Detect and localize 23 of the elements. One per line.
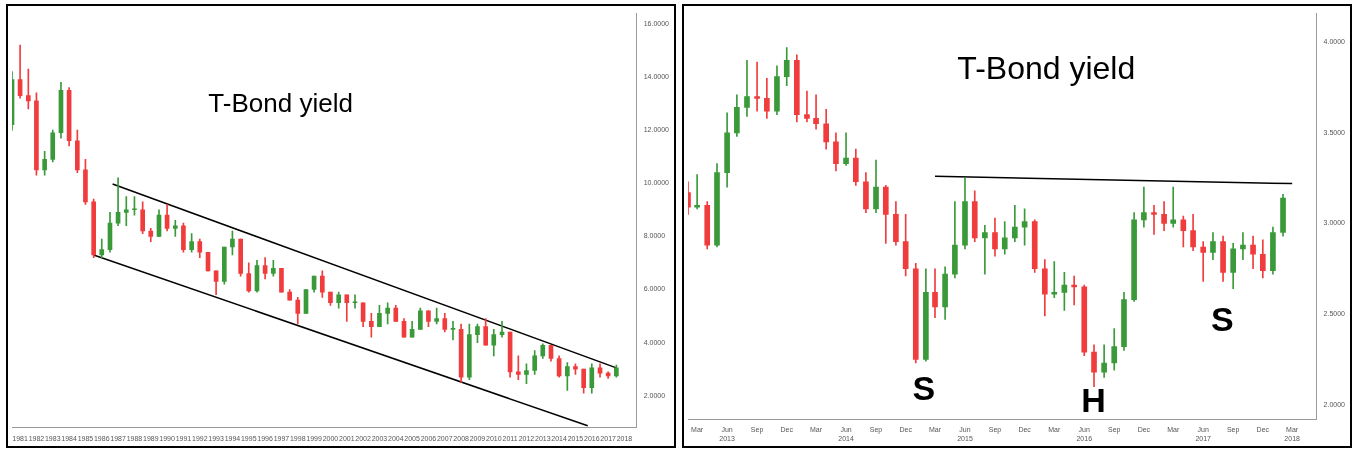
annotation: S xyxy=(912,369,936,408)
candlestick xyxy=(754,61,760,112)
candlestick xyxy=(352,294,358,309)
candlestick xyxy=(1170,186,1177,228)
candlestick xyxy=(982,224,988,275)
candlestick xyxy=(1200,241,1207,282)
candlestick xyxy=(1141,186,1147,228)
annotation: H xyxy=(1081,381,1106,420)
text: T-Bond yield xyxy=(957,49,1136,86)
candlestick xyxy=(515,355,521,381)
candlestick xyxy=(1151,205,1157,235)
candlestick xyxy=(172,220,178,237)
candlestick xyxy=(1240,232,1246,261)
annotation: S xyxy=(1210,300,1234,339)
candlestick xyxy=(843,132,849,166)
candlestick xyxy=(804,90,810,123)
candlestick xyxy=(813,94,819,130)
candlestick xyxy=(450,321,456,341)
candlestick xyxy=(123,196,129,227)
candlestick xyxy=(744,60,750,117)
candlestick xyxy=(25,68,31,110)
candlestick xyxy=(369,313,374,338)
text: T-Bond yield xyxy=(208,87,353,118)
